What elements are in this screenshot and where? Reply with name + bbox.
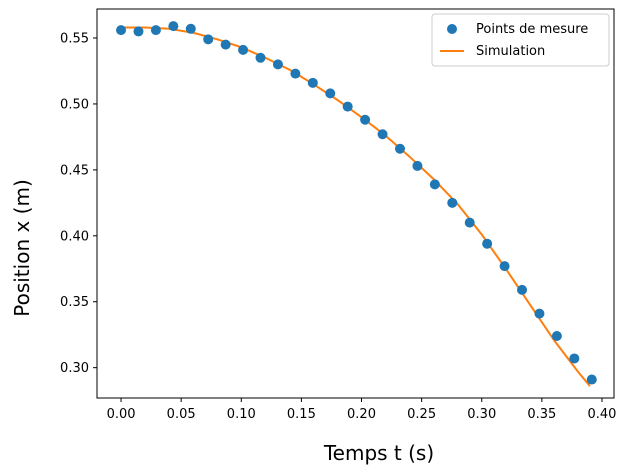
measurement-series: [116, 21, 597, 385]
y-axis: 0.30 0.35 0.40 0.45 0.50 0.55: [60, 32, 97, 376]
y-tick-label: 0.30: [60, 361, 89, 376]
measurement-point: [534, 308, 545, 319]
measurement-point: [517, 284, 528, 295]
measurement-point: [133, 26, 144, 37]
legend: Points de mesure Simulation: [431, 13, 610, 67]
measurement-point: [394, 143, 405, 154]
measurement-point: [482, 238, 493, 249]
measurement-point: [360, 114, 371, 125]
y-tick-label: 0.40: [60, 229, 89, 244]
measurement-point: [342, 101, 353, 112]
plot-frame: [96, 8, 615, 399]
x-tick-label: 0.05: [167, 407, 196, 422]
x-tick-label: 0.35: [527, 407, 556, 422]
measurement-point: [499, 261, 510, 272]
measurement-point: [185, 23, 196, 34]
measurement-point: [551, 331, 562, 342]
x-tick-label: 0.00: [107, 407, 136, 422]
plot-area: [97, 9, 614, 398]
measurement-point: [412, 160, 423, 171]
measurement-point: [429, 179, 440, 190]
x-tick-label: 0.15: [287, 407, 316, 422]
legend-marker-points: [447, 24, 457, 34]
measurement-point: [586, 374, 597, 385]
legend-label-simulation: Simulation: [476, 44, 545, 59]
measurement-point: [203, 34, 214, 45]
measurement-point: [116, 25, 127, 36]
y-axis-label: Position x (m): [10, 179, 34, 317]
x-tick-label: 0.25: [407, 407, 436, 422]
measurement-point: [569, 353, 580, 364]
measurement-point: [377, 129, 388, 140]
measurement-point: [238, 44, 249, 55]
measurement-point: [168, 21, 179, 32]
measurement-point: [220, 39, 231, 50]
y-tick-label: 0.55: [60, 32, 89, 47]
measurement-point: [307, 77, 318, 88]
y-tick-label: 0.50: [60, 97, 89, 112]
x-axis: 0.00 0.05 0.10 0.15 0.20 0.25 0.30 0.35 0.40: [107, 398, 617, 422]
measurement-point: [325, 88, 336, 99]
x-tick-label: 0.20: [347, 407, 376, 422]
legend-box: [431, 13, 610, 67]
legend-label-points: Points de mesure: [476, 22, 588, 37]
measurement-point: [272, 59, 283, 70]
measurement-point: [255, 52, 266, 63]
y-tick-label: 0.35: [60, 295, 89, 310]
x-axis-label: Temps t (s): [323, 441, 434, 465]
x-tick-label: 0.10: [227, 407, 256, 422]
x-tick-label: 0.30: [467, 407, 496, 422]
measurement-point: [447, 197, 458, 208]
y-tick-label: 0.45: [60, 163, 89, 178]
measurement-point: [150, 25, 161, 36]
measurement-point: [464, 217, 475, 228]
x-tick-label: 0.40: [588, 407, 617, 422]
measurement-point: [290, 68, 301, 79]
